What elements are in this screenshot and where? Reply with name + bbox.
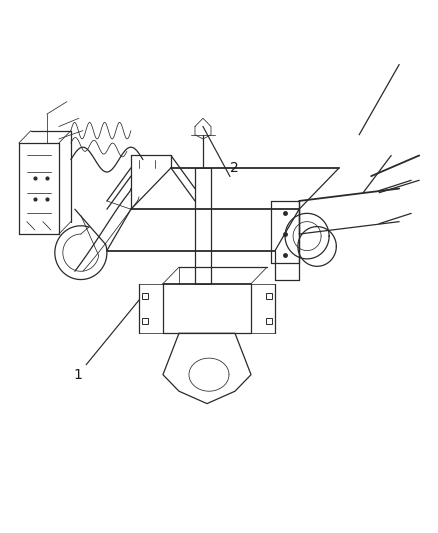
Text: 2: 2: [230, 161, 239, 175]
Text: 1: 1: [73, 368, 82, 382]
